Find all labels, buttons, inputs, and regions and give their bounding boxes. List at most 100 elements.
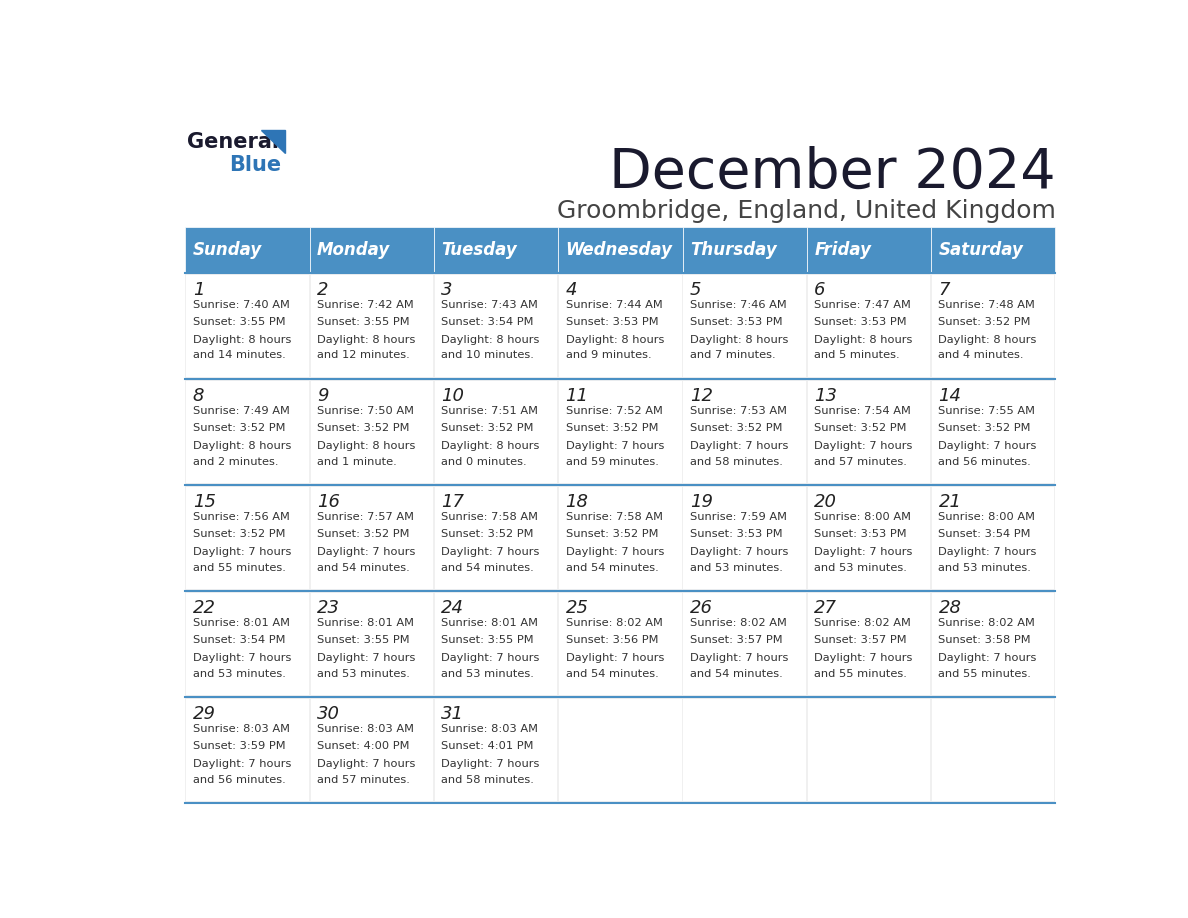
Polygon shape <box>261 130 285 152</box>
Text: Sunset: 4:01 PM: Sunset: 4:01 PM <box>441 742 533 752</box>
FancyBboxPatch shape <box>310 593 432 695</box>
Text: 28: 28 <box>939 599 961 617</box>
FancyBboxPatch shape <box>683 381 805 483</box>
Text: Sunrise: 7:53 AM: Sunrise: 7:53 AM <box>690 406 786 416</box>
Text: 4: 4 <box>565 281 577 299</box>
Text: and 0 minutes.: and 0 minutes. <box>441 456 527 466</box>
Text: Sunrise: 7:57 AM: Sunrise: 7:57 AM <box>317 511 413 521</box>
Text: Sunset: 3:53 PM: Sunset: 3:53 PM <box>690 318 783 328</box>
Text: Sunrise: 7:54 AM: Sunrise: 7:54 AM <box>814 406 911 416</box>
Text: and 54 minutes.: and 54 minutes. <box>565 563 658 573</box>
Text: Sunset: 3:56 PM: Sunset: 3:56 PM <box>565 635 658 645</box>
Text: Sunrise: 7:58 AM: Sunrise: 7:58 AM <box>565 511 663 521</box>
Text: and 53 minutes.: and 53 minutes. <box>690 563 783 573</box>
Text: Daylight: 7 hours: Daylight: 7 hours <box>441 547 539 557</box>
Text: and 10 minutes.: and 10 minutes. <box>441 351 535 361</box>
Text: Sunset: 3:55 PM: Sunset: 3:55 PM <box>317 635 410 645</box>
Text: and 58 minutes.: and 58 minutes. <box>690 456 783 466</box>
Text: General: General <box>188 132 279 152</box>
Text: Monday: Monday <box>317 241 390 259</box>
Text: and 9 minutes.: and 9 minutes. <box>565 351 651 361</box>
Text: Sunrise: 7:46 AM: Sunrise: 7:46 AM <box>690 299 786 309</box>
FancyBboxPatch shape <box>434 227 558 273</box>
FancyBboxPatch shape <box>683 593 805 695</box>
Text: 25: 25 <box>565 599 588 617</box>
FancyBboxPatch shape <box>187 699 309 800</box>
Text: Sunrise: 8:03 AM: Sunrise: 8:03 AM <box>441 723 538 733</box>
Text: and 53 minutes.: and 53 minutes. <box>814 563 908 573</box>
Text: Sunrise: 7:44 AM: Sunrise: 7:44 AM <box>565 299 663 309</box>
Text: and 53 minutes.: and 53 minutes. <box>939 563 1031 573</box>
FancyBboxPatch shape <box>682 227 807 273</box>
Text: Sunset: 3:52 PM: Sunset: 3:52 PM <box>192 423 285 433</box>
Text: and 57 minutes.: and 57 minutes. <box>317 775 410 785</box>
Text: Daylight: 7 hours: Daylight: 7 hours <box>192 759 291 769</box>
FancyBboxPatch shape <box>560 381 682 483</box>
Text: Daylight: 7 hours: Daylight: 7 hours <box>565 547 664 557</box>
Text: Daylight: 7 hours: Daylight: 7 hours <box>192 547 291 557</box>
Text: Daylight: 8 hours: Daylight: 8 hours <box>441 441 539 451</box>
Text: and 53 minutes.: and 53 minutes. <box>317 668 410 678</box>
Text: Daylight: 7 hours: Daylight: 7 hours <box>939 547 1037 557</box>
Text: Sunset: 3:59 PM: Sunset: 3:59 PM <box>192 742 285 752</box>
FancyBboxPatch shape <box>435 699 557 800</box>
Text: Sunset: 3:53 PM: Sunset: 3:53 PM <box>814 318 906 328</box>
Text: and 54 minutes.: and 54 minutes. <box>317 563 410 573</box>
Text: Sunset: 3:52 PM: Sunset: 3:52 PM <box>939 423 1031 433</box>
Text: Sunset: 3:53 PM: Sunset: 3:53 PM <box>690 530 783 540</box>
Text: Daylight: 7 hours: Daylight: 7 hours <box>565 441 664 451</box>
Text: 22: 22 <box>192 599 216 617</box>
Text: Sunset: 3:52 PM: Sunset: 3:52 PM <box>814 423 906 433</box>
FancyBboxPatch shape <box>185 591 1055 697</box>
Text: Daylight: 7 hours: Daylight: 7 hours <box>690 653 789 663</box>
FancyBboxPatch shape <box>683 487 805 588</box>
Text: Sunset: 3:53 PM: Sunset: 3:53 PM <box>565 318 658 328</box>
Text: Sunrise: 7:55 AM: Sunrise: 7:55 AM <box>939 406 1036 416</box>
Text: Sunrise: 8:02 AM: Sunrise: 8:02 AM <box>565 618 663 628</box>
Text: Daylight: 7 hours: Daylight: 7 hours <box>690 547 789 557</box>
Text: and 53 minutes.: and 53 minutes. <box>441 668 535 678</box>
FancyBboxPatch shape <box>185 273 1055 379</box>
Text: Daylight: 7 hours: Daylight: 7 hours <box>690 441 789 451</box>
Text: Daylight: 7 hours: Daylight: 7 hours <box>317 759 416 769</box>
Text: and 55 minutes.: and 55 minutes. <box>192 563 285 573</box>
FancyBboxPatch shape <box>185 697 1055 803</box>
Text: 10: 10 <box>441 387 465 405</box>
FancyBboxPatch shape <box>808 274 930 376</box>
FancyBboxPatch shape <box>808 381 930 483</box>
Text: Sunset: 3:58 PM: Sunset: 3:58 PM <box>939 635 1031 645</box>
Text: Daylight: 8 hours: Daylight: 8 hours <box>317 441 416 451</box>
Text: Sunset: 3:53 PM: Sunset: 3:53 PM <box>814 530 906 540</box>
FancyBboxPatch shape <box>807 227 931 273</box>
Text: 17: 17 <box>441 493 465 511</box>
FancyBboxPatch shape <box>187 593 309 695</box>
Text: 9: 9 <box>317 387 329 405</box>
Text: Sunset: 3:52 PM: Sunset: 3:52 PM <box>192 530 285 540</box>
Text: and 54 minutes.: and 54 minutes. <box>690 668 783 678</box>
Text: Sunset: 3:55 PM: Sunset: 3:55 PM <box>441 635 533 645</box>
FancyBboxPatch shape <box>933 381 1055 483</box>
FancyBboxPatch shape <box>435 381 557 483</box>
Text: Sunrise: 7:48 AM: Sunrise: 7:48 AM <box>939 299 1035 309</box>
Text: 18: 18 <box>565 493 588 511</box>
Text: 29: 29 <box>192 705 216 723</box>
Text: Daylight: 7 hours: Daylight: 7 hours <box>565 653 664 663</box>
Text: Daylight: 7 hours: Daylight: 7 hours <box>814 547 912 557</box>
Text: and 12 minutes.: and 12 minutes. <box>317 351 410 361</box>
FancyBboxPatch shape <box>310 699 432 800</box>
FancyBboxPatch shape <box>310 227 434 273</box>
Text: 12: 12 <box>690 387 713 405</box>
Text: Saturday: Saturday <box>939 241 1023 259</box>
Text: and 57 minutes.: and 57 minutes. <box>814 456 908 466</box>
Text: Wednesday: Wednesday <box>565 241 672 259</box>
Text: 23: 23 <box>317 599 340 617</box>
Text: Sunrise: 7:56 AM: Sunrise: 7:56 AM <box>192 511 290 521</box>
FancyBboxPatch shape <box>560 593 682 695</box>
Text: and 5 minutes.: and 5 minutes. <box>814 351 899 361</box>
FancyBboxPatch shape <box>310 381 432 483</box>
Text: 16: 16 <box>317 493 340 511</box>
FancyBboxPatch shape <box>187 381 309 483</box>
Text: and 1 minute.: and 1 minute. <box>317 456 397 466</box>
Text: 30: 30 <box>317 705 340 723</box>
Text: Sunset: 3:52 PM: Sunset: 3:52 PM <box>317 530 410 540</box>
